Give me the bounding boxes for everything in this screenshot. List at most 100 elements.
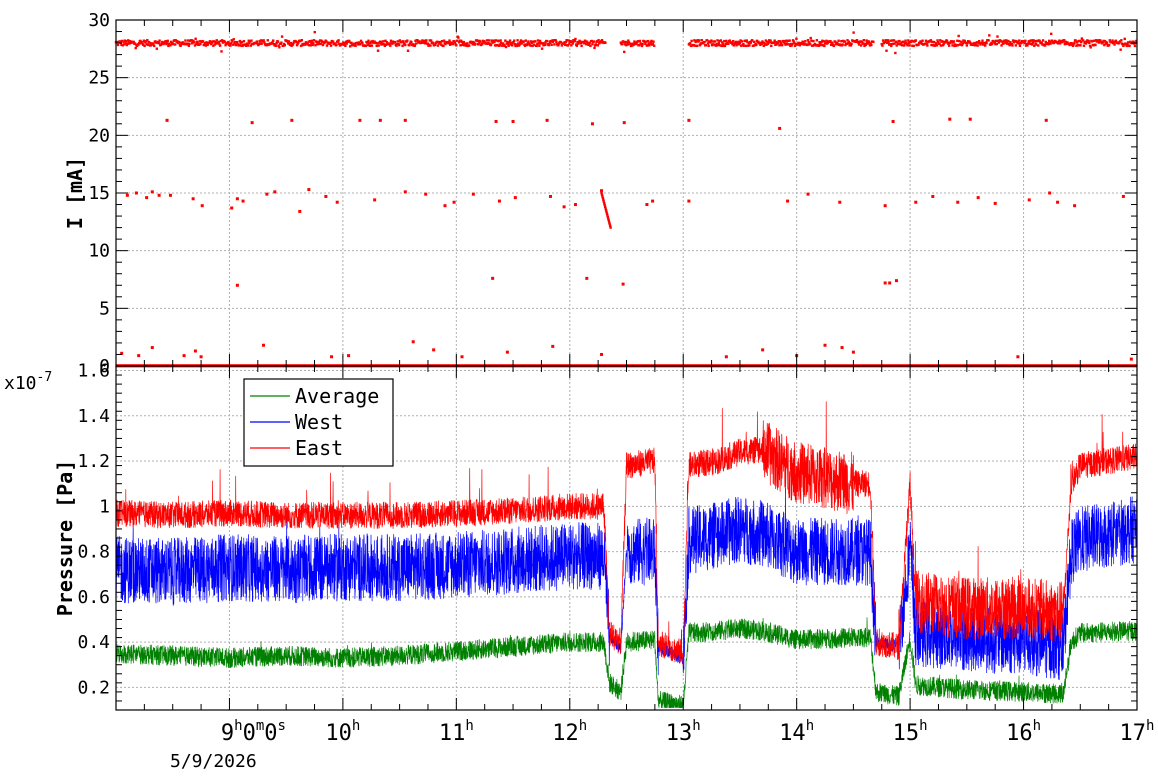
current-point <box>126 42 129 45</box>
current-point <box>570 44 573 47</box>
current-point <box>687 199 691 203</box>
current-point <box>209 41 212 44</box>
current-point <box>1062 39 1066 42</box>
current-y-axis-title: I [mA] <box>63 157 87 229</box>
current-point <box>995 42 998 46</box>
current-point <box>424 192 428 196</box>
current-point <box>888 43 892 46</box>
current-point <box>530 41 534 44</box>
current-point <box>857 43 861 46</box>
current-point <box>760 42 763 46</box>
current-point <box>504 45 508 49</box>
current-point <box>1031 41 1035 44</box>
current-point <box>1024 44 1028 47</box>
current-point <box>180 42 184 46</box>
current-point <box>551 40 555 43</box>
current-point <box>778 126 782 130</box>
current-point <box>460 40 463 44</box>
current-point <box>576 40 579 44</box>
current-point <box>265 192 269 196</box>
current-point <box>493 44 497 47</box>
current-point <box>767 41 770 44</box>
current-point <box>631 44 634 47</box>
current-point <box>214 40 217 44</box>
current-point <box>1004 41 1007 44</box>
current-point <box>584 40 587 43</box>
current-point <box>516 39 519 42</box>
series-line-west <box>115 488 1138 680</box>
current-point <box>782 39 786 43</box>
current-point <box>324 194 328 198</box>
current-point <box>783 42 787 45</box>
current-point <box>855 39 859 42</box>
current-point <box>620 42 624 45</box>
current-point <box>227 43 231 47</box>
current-point <box>988 34 991 37</box>
current-point <box>803 42 806 46</box>
y-tick-label: 0.8 <box>77 542 110 563</box>
current-point <box>241 199 245 203</box>
current-point <box>520 42 523 45</box>
current-point <box>485 42 488 45</box>
current-point <box>903 42 907 45</box>
current-point <box>690 39 693 43</box>
current-point <box>402 40 405 43</box>
current-point <box>1009 41 1012 44</box>
current-point <box>149 44 152 47</box>
current-point <box>902 40 905 44</box>
current-point <box>956 200 960 204</box>
current-point <box>227 40 230 44</box>
current-point <box>648 44 651 47</box>
current-point <box>218 43 221 46</box>
current-point <box>763 43 767 46</box>
current-point <box>968 117 972 121</box>
current-point <box>1011 44 1014 47</box>
current-point <box>272 39 275 42</box>
current-point <box>846 39 849 42</box>
current-point <box>605 210 608 214</box>
current-point <box>898 39 901 43</box>
current-point <box>579 41 583 45</box>
current-point <box>635 42 638 46</box>
current-point <box>564 43 567 47</box>
current-point <box>836 41 839 45</box>
current-point <box>160 42 163 45</box>
current-point <box>488 42 491 45</box>
current-point <box>837 39 840 42</box>
current-point <box>814 44 818 47</box>
current-point <box>1065 40 1068 44</box>
current-point <box>965 44 969 47</box>
x-tick-unit: h <box>1146 718 1154 734</box>
current-point <box>950 40 954 43</box>
current-point <box>235 283 239 287</box>
current-point <box>1080 37 1084 40</box>
series-line-east <box>115 401 1138 667</box>
current-point <box>461 43 464 47</box>
current-point <box>1033 44 1036 47</box>
current-point <box>1033 40 1037 43</box>
current-point <box>257 42 261 46</box>
current-point <box>318 42 321 46</box>
current-point <box>795 37 798 40</box>
pressure-axes <box>115 365 1138 711</box>
current-point <box>1076 43 1079 47</box>
current-point <box>212 44 215 47</box>
current-point <box>996 39 1000 43</box>
current-point <box>626 43 629 46</box>
current-point <box>492 39 495 42</box>
current-point <box>693 39 696 42</box>
scale-base: x10 <box>4 373 37 394</box>
series-line-average <box>115 617 1138 709</box>
y-tick-label: 0.2 <box>77 677 110 698</box>
current-point <box>474 42 477 46</box>
current-point <box>365 41 369 44</box>
current-point <box>601 195 604 198</box>
current-point <box>534 40 537 43</box>
current-point <box>289 41 293 45</box>
current-point <box>503 44 506 48</box>
current-point <box>233 42 236 45</box>
current-point <box>935 42 938 45</box>
current-point <box>918 41 922 45</box>
current-point <box>764 39 768 42</box>
current-point <box>969 41 972 44</box>
